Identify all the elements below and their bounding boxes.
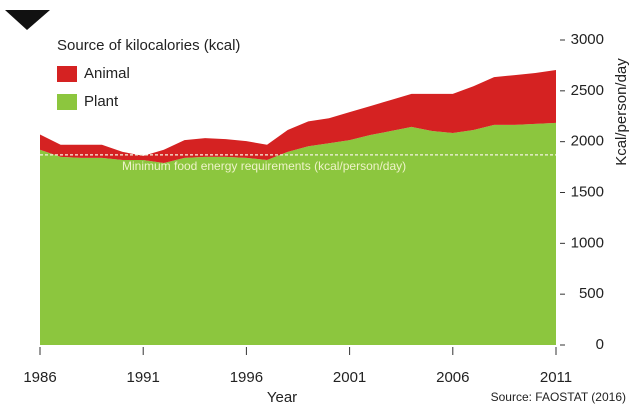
x-tick-label: 1996 <box>230 369 263 386</box>
x-axis-label: Year <box>267 389 297 406</box>
x-tick-label: 2001 <box>333 369 366 386</box>
collapse-triangle <box>5 10 50 30</box>
x-tick-label: 1991 <box>127 369 160 386</box>
x-tick-label: 2011 <box>540 369 572 386</box>
source: Source: FAOSTAT (2016) <box>491 390 626 404</box>
x-tick-label: 1986 <box>23 369 56 386</box>
y-axis-label: Kcal/person/day <box>613 58 630 166</box>
area <box>40 122 556 345</box>
y-tick-label: 1000 <box>571 234 604 251</box>
y-tick-label: 3000 <box>571 31 604 48</box>
reference-label: Minimum food energy requirements (kcal/p… <box>122 159 406 173</box>
legend-label: Plant <box>84 93 119 110</box>
y-tick-label: 2500 <box>571 82 604 99</box>
y-tick-label: 1500 <box>571 183 604 200</box>
legend-title: Source of kilocalories (kcal) <box>57 37 240 54</box>
legend-swatch <box>57 66 77 82</box>
x-tick-label: 2006 <box>436 369 469 386</box>
legend-swatch <box>57 94 77 110</box>
y-tick-label: 500 <box>579 285 604 302</box>
y-tick-label: 0 <box>596 336 604 353</box>
area <box>40 69 556 164</box>
y-tick-label: 2000 <box>571 133 604 150</box>
legend-label: Animal <box>84 65 130 82</box>
